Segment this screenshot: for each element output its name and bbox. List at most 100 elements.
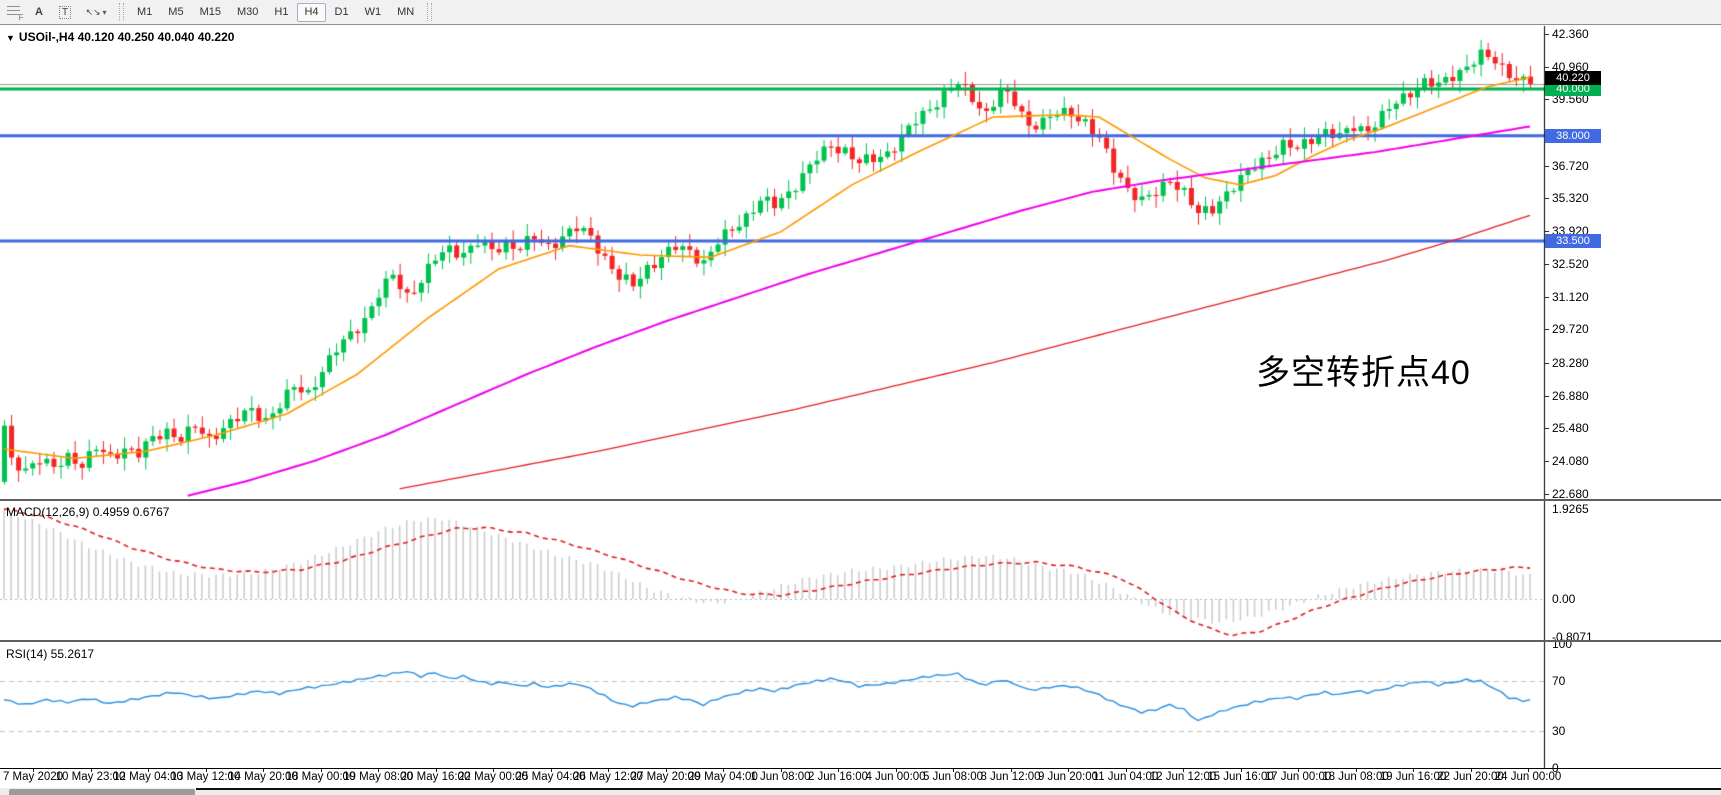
time-axis-tick (90, 768, 92, 772)
arrows-tool-icon[interactable]: ↖↘ ▾ (81, 3, 111, 22)
time-axis-tick (1240, 768, 1242, 772)
time-axis-label: 22 Jun 20:00 (1437, 771, 1504, 783)
time-axis-tick (723, 768, 724, 772)
symbol-ohlc-text: USOil-,H4 40.120 40.250 40.040 40.220 (18, 30, 235, 44)
time-axis-tick (895, 768, 897, 772)
time-axis-tick (1125, 768, 1127, 772)
timeframe-button-m30[interactable]: M30 (236, 6, 259, 18)
rsi-scale-label: 70 (1552, 674, 1566, 689)
time-axis-label: 20 May 16:00 (400, 771, 471, 783)
hline-price-badge: 38.000 (1545, 128, 1601, 143)
price-tick-mark (1544, 33, 1549, 35)
bottom-tab-strip (0, 788, 1721, 795)
time-axis-tick (1528, 768, 1529, 772)
time-axis-tick (550, 768, 552, 772)
rsi-scale-label: 30 (1552, 723, 1566, 738)
text-label-tool-icon[interactable]: T (55, 3, 75, 22)
price-tick-mark (1544, 461, 1549, 463)
macd-scale-label: 1.9265 (1552, 501, 1589, 516)
timeframe-button-mn[interactable]: MN (397, 6, 415, 18)
panel-separator-main-macd[interactable] (0, 499, 1721, 501)
time-axis-tick (320, 768, 322, 772)
time-axis-label: 24 Jun 00:00 (1494, 771, 1562, 783)
price-tick-mark (1544, 198, 1549, 200)
price-tick-label: 31.120 (1552, 289, 1589, 304)
toolbar-separator (119, 3, 124, 21)
price-tick-mark (1544, 395, 1549, 397)
time-axis-tick (1068, 768, 1069, 772)
time-axis-tick (493, 768, 494, 772)
time-axis-label: 15 Jun 16:00 (1207, 771, 1274, 783)
timeframe-button-d1[interactable]: D1 (334, 6, 349, 18)
chart-title: ▼ USOil-,H4 40.120 40.250 40.040 40.220 (6, 30, 234, 44)
macd-scale-label: 0.00 (1552, 591, 1576, 606)
toolbar-separator (427, 3, 433, 21)
time-axis-label: 2 Jun 16:00 (807, 771, 869, 783)
time-axis-label: 22 May 00:00 (458, 771, 528, 783)
time-axis-label: 13 May 12:00 (170, 771, 241, 783)
current-price-badge: 40.220 (1545, 70, 1601, 85)
time-axis-label: 7 May 2020 (2, 771, 64, 783)
price-tick-label: 40.960 (1552, 59, 1589, 74)
timeframe-button-h1[interactable]: H1 (274, 6, 289, 18)
timeframe-button-w1[interactable]: W1 (364, 6, 382, 18)
toolbar: F A T ↖↘ ▾ M1 M5 M15 M30 H1 H4 D1 W1 MN (0, 0, 1721, 25)
time-axis-label: 18 Jun 08:00 (1322, 771, 1389, 783)
time-axis-label: 4 Jun 00:00 (865, 771, 926, 783)
time-axis-tick (838, 768, 839, 772)
rsi-indicator-label: RSI(14) 55.2617 (6, 647, 95, 661)
price-tick-mark (1544, 329, 1549, 331)
price-tick-mark (1544, 231, 1549, 233)
time-axis-tick (608, 768, 609, 772)
price-tick-label: 25.480 (1552, 421, 1589, 436)
arrows-icon: ↖↘ (85, 6, 101, 17)
fibonacci-icon: F (6, 6, 24, 22)
time-axis-label: 29 May 04:00 (688, 771, 758, 783)
price-tick-label: 28.280 (1552, 356, 1589, 371)
text-annotation-tool-icon[interactable]: A (35, 6, 43, 18)
macd-indicator-label: MACD(12,26,9) 0.4959 0.6767 (6, 505, 170, 519)
price-tick-label: 26.880 (1552, 388, 1589, 403)
time-axis-tick (1413, 768, 1414, 772)
time-axis-label: 27 May 20:00 (630, 771, 701, 783)
time-axis-label: 25 May 04:00 (515, 771, 586, 783)
timeframe-button-h4[interactable]: H4 (297, 2, 326, 22)
time-axis-tick (1010, 768, 1012, 772)
panel-separator-macd-rsi[interactable] (0, 640, 1721, 642)
time-axis-tick (205, 768, 207, 772)
time-axis-tick (33, 768, 34, 772)
price-tick-mark (1544, 428, 1549, 430)
time-axis-label: 1 Jun 08:00 (750, 771, 811, 783)
time-axis-tick (1183, 768, 1184, 772)
price-tick-mark (1544, 165, 1549, 167)
time-axis-tick (953, 768, 954, 772)
symbol-dropdown-icon[interactable]: ▼ (6, 33, 15, 43)
fibonacci-tool-icon[interactable]: F (3, 3, 24, 22)
price-tick-mark (1544, 296, 1549, 298)
price-tick-mark (1544, 66, 1549, 68)
hline-price-badge: 40.000 (1545, 82, 1601, 96)
timeframe-button-m1[interactable]: M1 (137, 6, 153, 18)
time-axis-tick (665, 768, 667, 772)
price-tick-mark (1544, 99, 1549, 101)
timeframe-group: M1 M5 M15 M30 H1 H4 D1 W1 MN (129, 2, 422, 22)
price-tick-label: 29.720 (1552, 322, 1589, 337)
timeframe-button-m15[interactable]: M15 (199, 6, 221, 18)
price-tick-mark (1544, 263, 1549, 265)
time-axis-tick (780, 768, 782, 772)
timeframe-button-m5[interactable]: M5 (168, 6, 184, 18)
price-tick-mark (1544, 363, 1549, 365)
price-tick-label: 42.360 (1552, 26, 1589, 41)
time-axis-label: 19 Jun 16:00 (1379, 771, 1447, 783)
time-axis-label: 12 Jun 12:00 (1149, 771, 1217, 783)
time-axis-tick (1355, 768, 1357, 772)
chart-tab[interactable] (9, 789, 195, 795)
time-axis-tick (148, 768, 149, 772)
chevron-down-icon: ▾ (102, 7, 107, 17)
time-axis-label: 9 Jun 20:00 (1037, 771, 1099, 783)
price-tick-mark (1544, 493, 1549, 495)
time-axis-label: 18 May 00:00 (285, 771, 356, 783)
time-axis-label: 10 May 23:00 (55, 771, 126, 783)
